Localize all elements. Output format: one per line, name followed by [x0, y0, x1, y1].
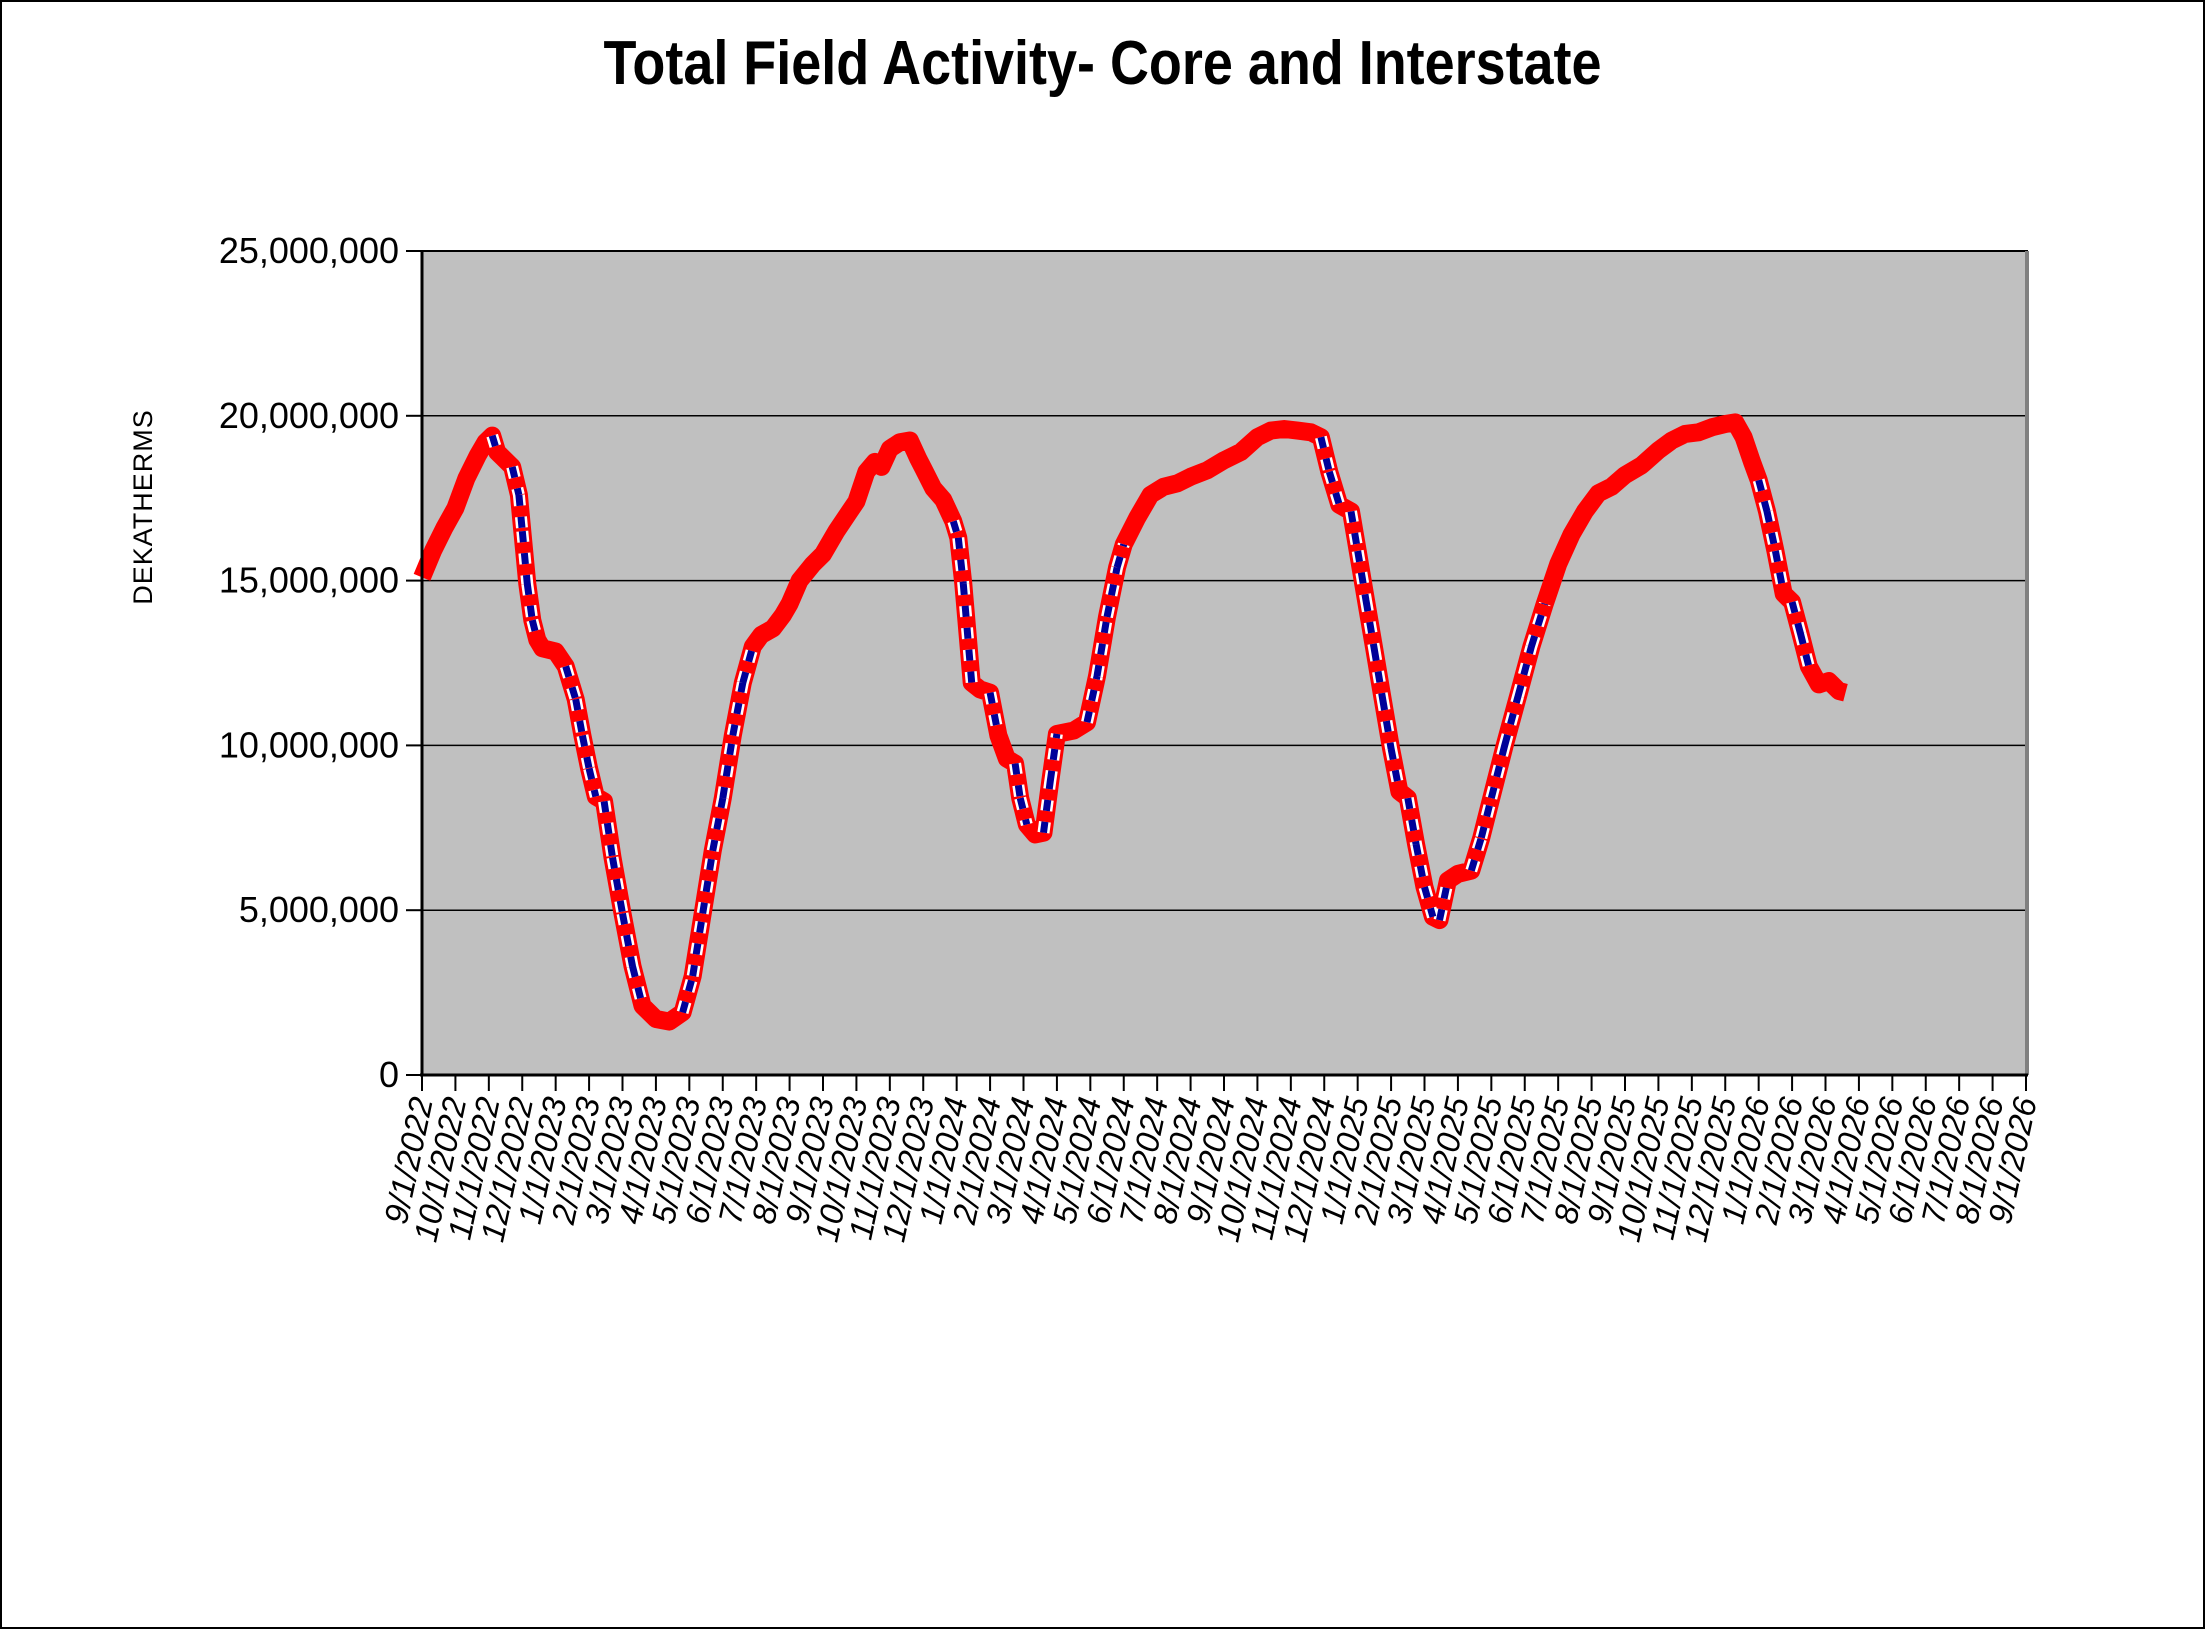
y-tick-label: 5,000,000 [239, 889, 399, 930]
y-tick-label: 25,000,000 [219, 230, 399, 271]
y-tick-label: 10,000,000 [219, 724, 399, 765]
y-tick-label: 15,000,000 [219, 560, 399, 601]
plot-area [422, 251, 2028, 1075]
y-axis-title: DEKATHERMS [128, 409, 158, 605]
chart-title: Total Field Activity- Core and Interstat… [603, 29, 1602, 98]
y-tick-label: 20,000,000 [219, 395, 399, 436]
y-tick-label: 0 [379, 1054, 399, 1095]
series-blue-dashed-line [488, 434, 1813, 1014]
